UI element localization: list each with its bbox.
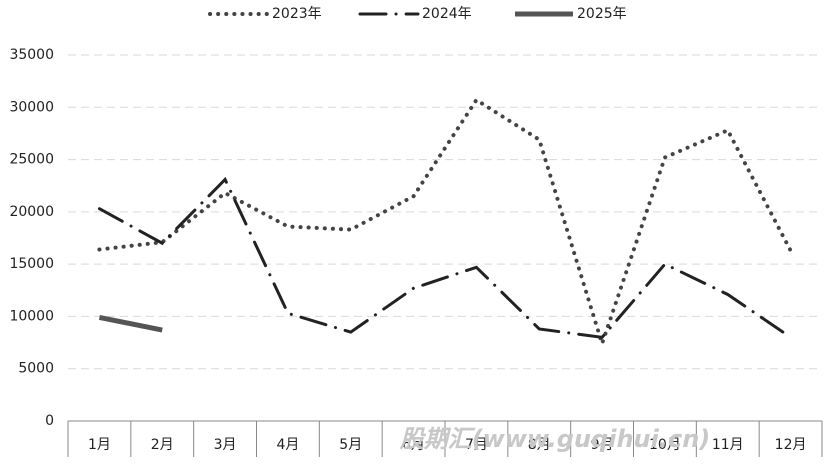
x-tick-label: 1月 xyxy=(88,437,111,453)
x-tick-label: 10月 xyxy=(649,437,681,453)
y-tick-label: 20000 xyxy=(9,204,54,220)
x-tick-label: 5月 xyxy=(339,437,362,453)
y-tick-label: 10000 xyxy=(9,308,54,324)
y-tick-label: 15000 xyxy=(9,256,54,272)
x-tick-label: 3月 xyxy=(214,437,237,453)
x-tick-label: 11月 xyxy=(712,437,744,453)
legend-label: 2023年 xyxy=(272,6,322,22)
legend-label: 2024年 xyxy=(422,6,472,22)
x-tick-label: 6月 xyxy=(402,437,425,453)
x-tick-label: 7月 xyxy=(465,437,488,453)
series-line xyxy=(97,97,793,351)
legend-label: 2025年 xyxy=(577,6,627,22)
y-tick-label: 25000 xyxy=(9,152,54,168)
x-tick-label: 2月 xyxy=(151,437,174,453)
y-tick-label: 35000 xyxy=(9,47,54,63)
x-tick-label: 12月 xyxy=(775,437,807,453)
series-line xyxy=(97,176,793,339)
x-tick-label: 8月 xyxy=(528,437,551,453)
series-line xyxy=(98,315,163,333)
x-tick-label: 9月 xyxy=(591,437,614,453)
y-tick-label: 30000 xyxy=(9,99,54,115)
y-tick-label: 0 xyxy=(45,413,54,429)
y-tick-label: 5000 xyxy=(18,361,54,377)
watermark: 股期汇(www.guqihui.cn) xyxy=(399,425,711,453)
x-tick-label: 4月 xyxy=(276,437,299,453)
